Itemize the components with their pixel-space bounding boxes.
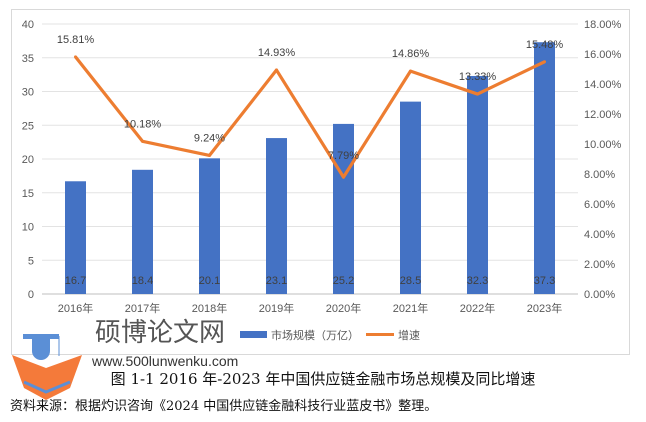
watermark-logo [10,330,90,400]
line-data-label: 9.24% [194,132,225,144]
line-point [141,139,144,143]
x-tick-label: 2021年 [393,301,428,315]
y-right-tick-label: 18.00% [584,19,622,31]
bar-data-label: 16.7 [65,275,86,287]
x-tick-label: 2018年 [192,301,227,315]
y-left-tick-label: 10 [22,222,34,234]
legend-swatch-bar [240,331,267,338]
y-right-tick-label: 2.00% [584,259,615,271]
line-point [543,60,546,64]
bar [132,169,153,294]
y-right-tick-label: 16.00% [584,49,622,61]
bar [467,75,488,294]
line-data-label: 15.81% [57,34,95,46]
y-right-tick-label: 12.00% [584,109,622,121]
bar-data-label: 20.1 [199,275,220,287]
x-tick-label: 2019年 [259,301,294,315]
bar [199,158,220,294]
y-right-tick-label: 0.00% [584,289,615,301]
graduation-cap-icon [12,334,82,400]
watermark-title: 硕博论文网 [95,318,226,348]
x-tick-label: 2017年 [125,301,160,315]
bar [534,42,555,294]
y-left-tick-label: 25 [22,120,34,132]
bar-data-label: 23.1 [266,275,287,287]
line-point [275,68,278,72]
x-tick-label: 2016年 [58,301,93,315]
y-left-tick-label: 5 [28,255,34,267]
bar-data-label: 37.3 [534,275,555,287]
y-right-tick-label: 6.00% [584,199,615,211]
y-left-tick-label: 35 [22,53,34,65]
legend-label-line: 增速 [398,328,420,342]
chart-frame [11,9,630,355]
line-point [74,55,77,59]
bar [266,138,287,294]
line-data-label: 7.79% [328,150,359,162]
figure-caption: 图 1-1 2016 年-2023 年中国供应链金融市场总规模及同比增速 [110,370,536,388]
x-tick-label: 2022年 [460,301,495,315]
y-left-tick-label: 30 [22,87,34,99]
y-left-tick-label: 15 [22,188,34,200]
y-right-tick-label: 10.00% [584,139,622,151]
line-point [342,175,345,179]
bar [400,101,421,294]
line-data-label: 14.86% [392,48,430,60]
line-data-label: 15.48% [526,39,564,51]
combo-chart: 0 5 10 15 20 25 30 35 40 0.00% 2.00% 4.00% 6.00% 8.00… [22,19,622,342]
line-point [409,69,412,73]
x-tick-label: 2023年 [527,301,562,315]
bar-data-label: 28.5 [400,275,421,287]
legend-label-bar: 市场规模（万亿） [271,328,359,342]
y-left-tick-label: 0 [28,289,34,301]
line-data-label: 10.18% [124,118,162,130]
bar-data-label: 32.3 [467,275,488,287]
line-data-label: 14.93% [258,47,296,59]
bar-data-label: 18.4 [132,275,153,287]
y-right-tick-label: 4.00% [584,229,615,241]
watermark-url: www.500lunwenku.com [92,353,239,369]
y-right-tick-label: 8.00% [584,169,615,181]
line-point [208,153,211,157]
bar-data-label: 25.2 [333,275,354,287]
y-right-tick-label: 14.00% [584,79,622,91]
line-data-label: 13.33% [459,71,497,83]
source-note: 资料来源：根据灼识咨询《2024 中国供应链金融科技行业蓝皮书》整理。 [10,399,438,414]
bar [65,181,86,294]
y-left-tick-label: 40 [22,19,34,31]
growth-line [74,55,546,179]
y-left-tick-label: 20 [22,154,34,166]
line-point [476,92,479,96]
x-tick-label: 2020年 [326,301,361,315]
